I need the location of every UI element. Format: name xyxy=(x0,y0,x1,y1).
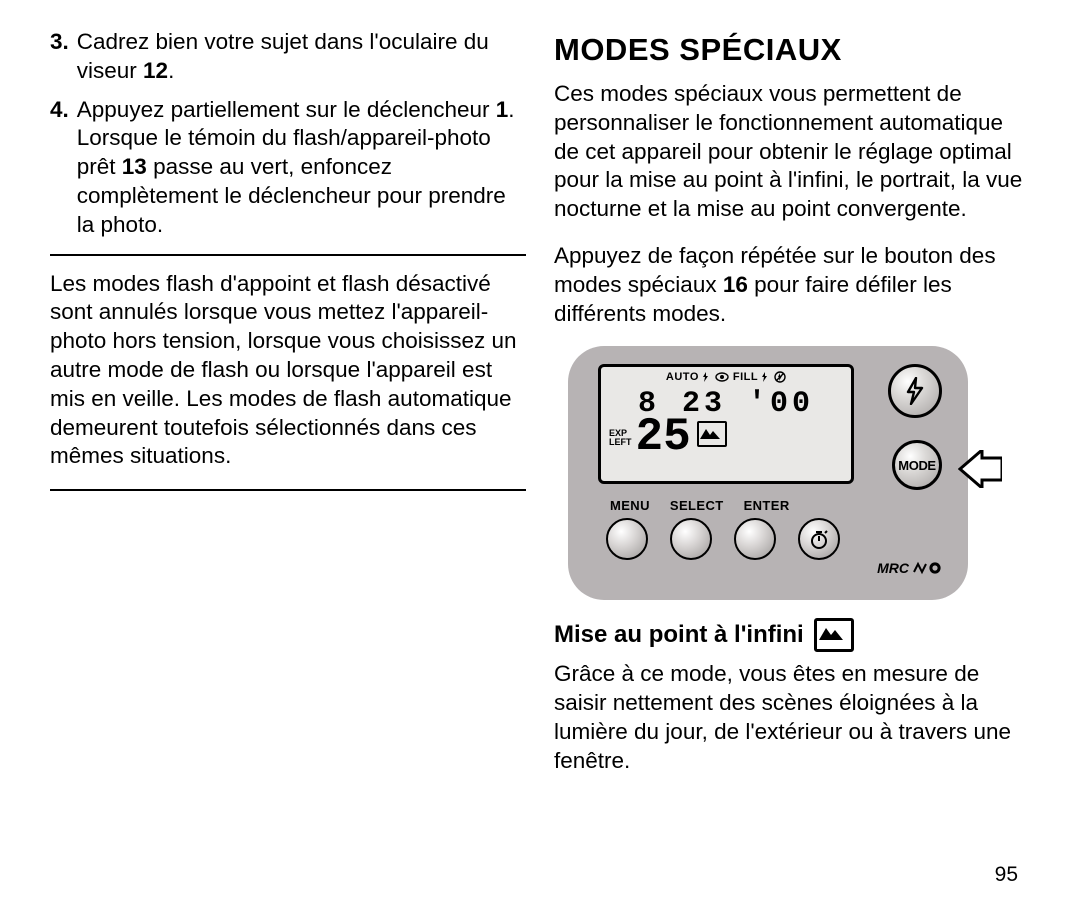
self-timer-button[interactable] xyxy=(798,518,840,560)
lcd-fill-label: FILL xyxy=(733,371,770,383)
camera-panel-body: AUTO FILL 8 23 '00 xyxy=(568,346,968,600)
mountain-mode-icon xyxy=(814,618,854,652)
intro-paragraph-1: Ces modes spéciaux vous permettent de pe… xyxy=(554,80,1030,224)
page-number: 95 xyxy=(995,863,1018,887)
no-flash-icon xyxy=(774,371,786,383)
enter-label: ENTER xyxy=(744,498,790,513)
step-4-ref-13: 13 xyxy=(122,154,147,179)
exp-left-label: EXP LEFT xyxy=(609,429,632,447)
step-4-text-a: Appuyez partiellement sur le déclencheur xyxy=(77,97,496,122)
menu-row-labels: MENU SELECT ENTER xyxy=(610,498,790,513)
divider-bottom xyxy=(50,489,526,491)
step-3-number: 3. xyxy=(50,28,69,86)
mrc-tape-icon xyxy=(912,561,942,575)
select-button[interactable] xyxy=(670,518,712,560)
exposures-left-value: 25 xyxy=(636,419,691,457)
step-3-text-c: . xyxy=(168,58,174,83)
bolt-icon xyxy=(701,372,711,382)
select-label: SELECT xyxy=(670,498,724,513)
camera-panel-illustration: AUTO FILL 8 23 '00 xyxy=(568,346,1000,600)
lcd-screen: AUTO FILL 8 23 '00 xyxy=(598,364,854,484)
step-3-text-a: Cadrez bien votre sujet dans l'oculaire … xyxy=(77,29,489,83)
mrc-label: MRC xyxy=(877,560,942,576)
flash-button[interactable] xyxy=(888,364,942,418)
infinity-focus-heading-row: Mise au point à l'infini xyxy=(554,618,1030,652)
bolt-icon xyxy=(760,372,770,382)
step-3-ref-12: 12 xyxy=(143,58,168,83)
step-3-text: Cadrez bien votre sujet dans l'oculaire … xyxy=(77,28,526,86)
mountain-mode-icon xyxy=(697,421,727,447)
step-4-text: Appuyez partiellement sur le déclencheur… xyxy=(77,96,526,240)
step-4-ref-1: 1 xyxy=(496,97,509,122)
intro-paragraph-2: Appuyez de façon répétée sur le bouton d… xyxy=(554,242,1030,328)
mode-button[interactable]: MODE xyxy=(892,440,942,490)
menu-label: MENU xyxy=(610,498,650,513)
mode-button-label: MODE xyxy=(898,458,935,473)
flash-modes-note: Les modes flash d'appoint et flash désac… xyxy=(50,270,526,472)
p2-ref-16: 16 xyxy=(723,272,748,297)
step-4-number: 4. xyxy=(50,96,69,240)
infinity-focus-heading: Mise au point à l'infini xyxy=(554,621,804,649)
bolt-icon xyxy=(903,377,927,405)
section-heading: MODES SPÉCIAUX xyxy=(554,32,1030,68)
step-4: 4. Appuyez partiellement sur le déclench… xyxy=(50,96,526,240)
lcd-auto-label: AUTO xyxy=(666,371,711,383)
pointer-arrow-icon xyxy=(958,450,1002,488)
small-buttons-row xyxy=(606,518,840,560)
lcd-top-row: AUTO FILL xyxy=(609,371,843,383)
eye-icon xyxy=(715,372,729,382)
menu-button[interactable] xyxy=(606,518,648,560)
lcd-bottom-row: EXP LEFT 25 xyxy=(609,419,843,457)
step-3: 3. Cadrez bien votre sujet dans l'oculai… xyxy=(50,28,526,86)
self-timer-icon xyxy=(808,528,830,550)
enter-button[interactable] xyxy=(734,518,776,560)
divider-top xyxy=(50,254,526,256)
infinity-focus-paragraph: Grâce à ce mode, vous êtes en mesure de … xyxy=(554,660,1030,775)
